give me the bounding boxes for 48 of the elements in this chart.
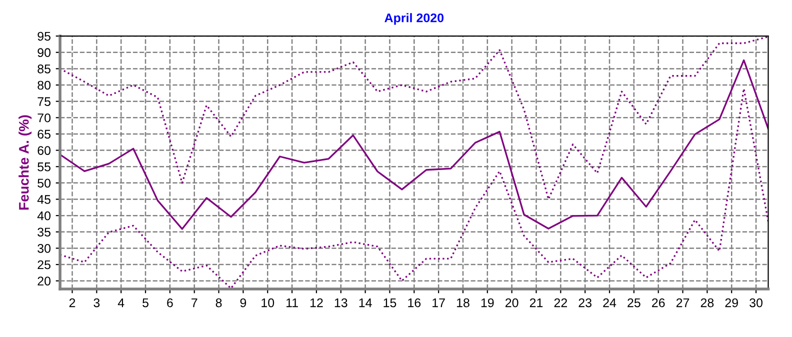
x-tick-label: 23 — [578, 298, 592, 308]
x-tick-label: 28 — [700, 298, 714, 308]
y-tick-label: 60 — [38, 146, 51, 155]
y-axis-title: Feuchte A. (%) — [18, 115, 32, 210]
y-tick-label: 35 — [38, 228, 50, 237]
y-tick-label: 90 — [38, 48, 51, 58]
x-tick-label: 16 — [408, 298, 421, 308]
x-tick-label: 17 — [432, 298, 445, 308]
x-tick-label: 12 — [310, 298, 323, 308]
x-tick-label: 25 — [628, 298, 640, 308]
x-tick-label: 3 — [94, 298, 100, 308]
x-tick-label: 19 — [481, 298, 494, 308]
x-tick-label: 22 — [554, 298, 567, 308]
x-tick-label: 5 — [142, 298, 148, 308]
x-tick-label: 7 — [192, 298, 198, 308]
x-tick-label: 8 — [216, 298, 222, 308]
x-tick-label: 21 — [530, 298, 543, 308]
x-tick-label: 30 — [750, 298, 762, 308]
x-tick-label: 27 — [676, 298, 690, 308]
y-tick-label: 75 — [38, 97, 50, 106]
y-tick-label: 40 — [37, 211, 51, 220]
chart-title: April 2020 — [384, 13, 444, 25]
x-tick-label: 18 — [456, 298, 470, 308]
y-tick-label: 95 — [38, 32, 50, 41]
x-tick-label: 26 — [652, 298, 665, 308]
x-tick-label: 29 — [725, 298, 738, 308]
y-tick-label: 25 — [38, 260, 50, 270]
x-tick-label: 4 — [118, 298, 124, 308]
y-tick-label: 55 — [38, 162, 50, 172]
line-series — [60, 59, 768, 230]
y-tick-label: 20 — [38, 276, 51, 286]
x-tick-label: 6 — [167, 298, 173, 308]
y-tick-label: 65 — [38, 130, 50, 139]
x-tick-label: 15 — [384, 298, 396, 308]
x-tick-label: 24 — [603, 298, 616, 308]
y-tick-label: 85 — [38, 64, 50, 74]
x-tick-label: 13 — [334, 298, 348, 308]
x-tick-label: 11 — [286, 298, 298, 308]
x-tick-label: 20 — [506, 298, 518, 308]
y-tick-label: 80 — [38, 80, 51, 90]
y-tick-label: 70 — [38, 113, 51, 122]
y-tick-label: 45 — [37, 195, 50, 204]
x-tick-label: 9 — [240, 298, 246, 308]
y-tick-label: 50 — [38, 178, 51, 188]
y-tick-label: 30 — [38, 244, 51, 253]
x-tick-label: 10 — [262, 298, 274, 308]
x-tick-label: 14 — [359, 298, 372, 308]
x-tick-label: 2 — [69, 298, 76, 308]
